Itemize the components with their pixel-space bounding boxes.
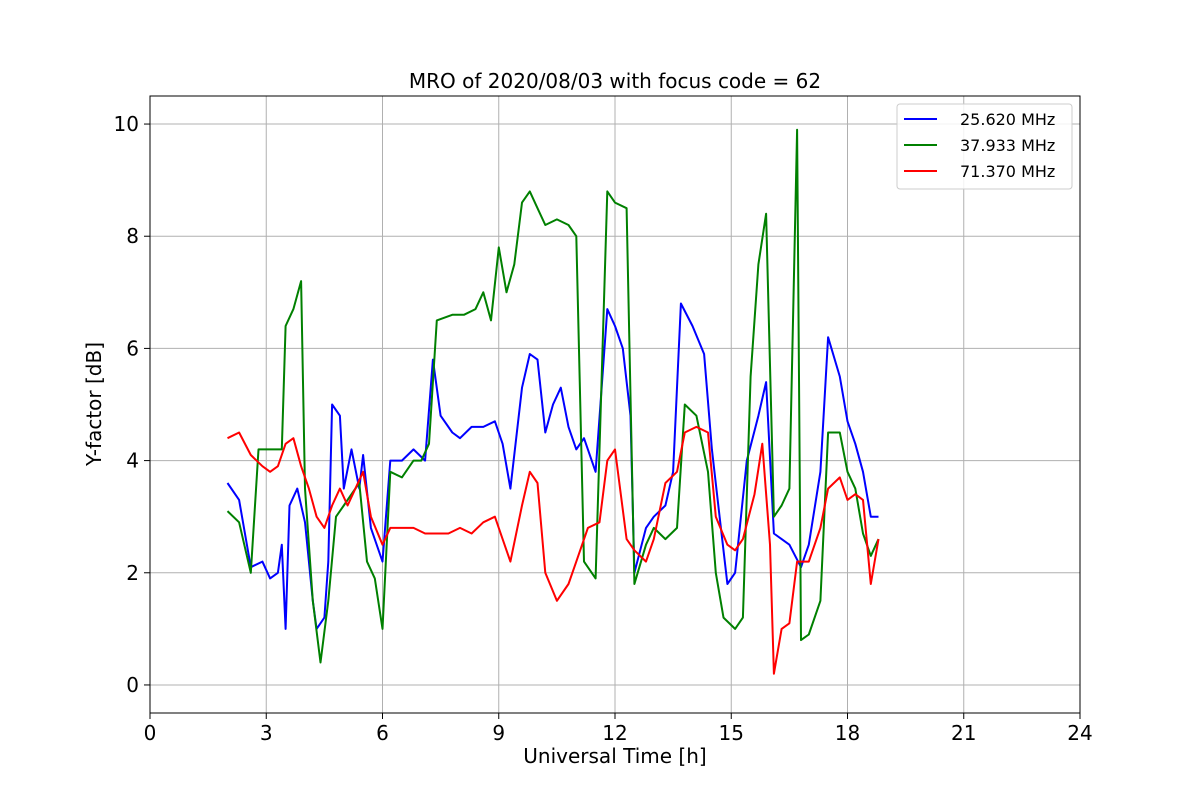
legend-box	[896, 103, 1073, 190]
x-tick-label: 6	[376, 721, 389, 745]
series-layer	[226, 128, 880, 675]
legend-label: 37.933 MHz	[960, 136, 1055, 155]
y-tick-label: 10	[114, 112, 139, 136]
x-tick-label: 21	[951, 721, 976, 745]
legend: 25.620 MHz 37.933 MHz 71.370 MHz	[896, 103, 1073, 190]
legend-label: 25.620 MHz	[960, 110, 1055, 129]
x-axis-label: Universal Time [h]	[523, 744, 706, 768]
y-tick-label: 6	[126, 336, 139, 360]
y-tick-label: 4	[126, 449, 139, 473]
y-tick-label: 2	[126, 561, 139, 585]
x-tick-label: 0	[144, 721, 157, 745]
series-line-3	[227, 425, 880, 675]
x-tick-label: 9	[492, 721, 505, 745]
x-tick-label: 24	[1067, 721, 1092, 745]
y-tick-label: 0	[126, 673, 139, 697]
y-axis-label: Y-factor [dB]	[82, 342, 106, 467]
legend-label: 71.370 MHz	[960, 162, 1055, 181]
series-line-2	[226, 128, 880, 664]
x-tick-label: 15	[719, 721, 744, 745]
x-tick-label: 12	[602, 721, 627, 745]
chart-title: MRO of 2020/08/03 with focus code = 62	[409, 69, 821, 93]
y-tick-label: 8	[126, 224, 139, 248]
series-line-1	[226, 302, 879, 630]
x-tick-label: 3	[260, 721, 273, 745]
x-tick-label: 18	[835, 721, 860, 745]
